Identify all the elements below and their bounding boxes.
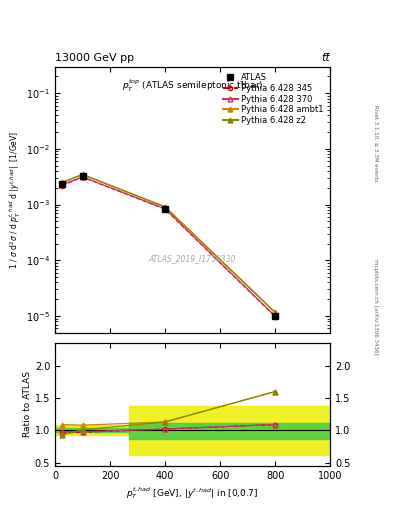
Text: Rivet 3.1.10, ≥ 3.3M events: Rivet 3.1.10, ≥ 3.3M events [373, 105, 378, 182]
Y-axis label: 1 / $\sigma$ d$^2\sigma$ / d $p_T^{t,had}$ d $|y^{t,had}|$  [1/GeV]: 1 / $\sigma$ d$^2\sigma$ / d $p_T^{t,had… [8, 131, 23, 269]
Text: ATLAS_2019_I1750330: ATLAS_2019_I1750330 [149, 254, 236, 263]
Y-axis label: Ratio to ATLAS: Ratio to ATLAS [23, 372, 32, 437]
Legend: ATLAS, Pythia 6.428 345, Pythia 6.428 370, Pythia 6.428 ambt1, Pythia 6.428 z2: ATLAS, Pythia 6.428 345, Pythia 6.428 37… [220, 71, 326, 127]
Text: $p_T^{top}$ (ATLAS semileptonic tt̄bar): $p_T^{top}$ (ATLAS semileptonic tt̄bar) [122, 77, 263, 94]
Text: mcplots.cern.ch [arXiv:1306.3436]: mcplots.cern.ch [arXiv:1306.3436] [373, 260, 378, 355]
Text: 13000 GeV pp: 13000 GeV pp [55, 53, 134, 63]
Text: tt̅: tt̅ [321, 53, 330, 63]
X-axis label: $p_T^{t,had}$ [GeV], $|y^{t,had}|$ in [0,0.7]: $p_T^{t,had}$ [GeV], $|y^{t,had}|$ in [0… [127, 485, 259, 501]
